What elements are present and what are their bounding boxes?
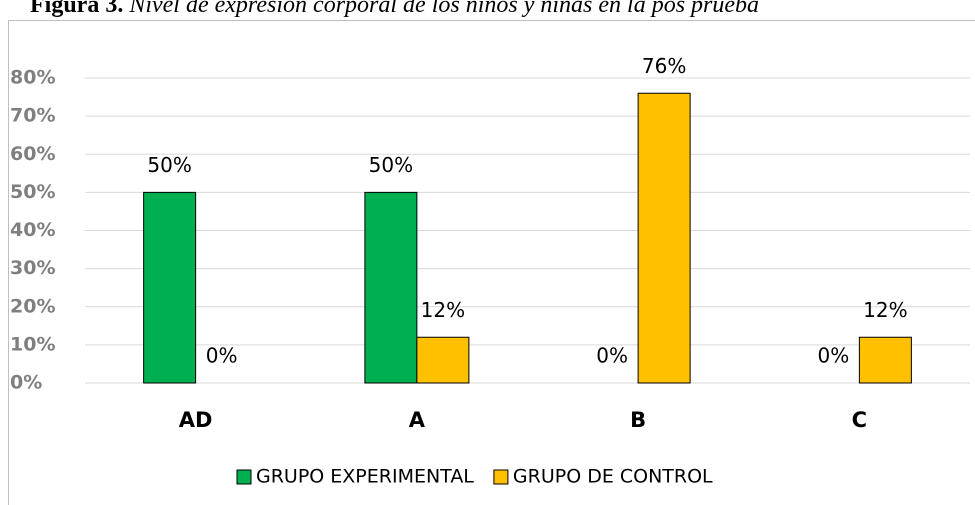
chart-title: Figura 3. Nivel de expresión corporal de… [30,0,759,18]
x-tick-label: C [852,408,867,432]
data-label: 0% [818,344,850,368]
title: Figura 3. [30,0,123,18]
y-tick-label: 40% [10,219,55,241]
data-label: 50% [369,153,413,177]
x-tick-label: A [409,408,426,432]
bar [416,336,470,384]
data-label: 50% [147,153,191,177]
y-tick-label: 70% [10,105,55,127]
data-label: 12% [863,298,907,322]
bar [364,191,418,384]
data-label: 76% [642,54,686,78]
y-tick-label: 30% [10,257,55,279]
bar [637,92,691,384]
legend-swatch [493,469,509,485]
y-tick-label: 10% [10,333,55,355]
data-label: 12% [421,298,465,322]
y-tick-label: 60% [10,143,55,165]
y-tick-label: 0% [10,372,42,394]
y-tick-label: 80% [10,67,55,89]
y-tick-label: 50% [10,181,55,203]
legend-swatch [236,469,252,485]
x-tick-label: AD [179,408,213,432]
legend-label: GRUPO EXPERIMENTAL [256,466,474,488]
data-label: 0% [596,344,628,368]
data-label: 0% [206,344,238,368]
bar [143,191,197,384]
legend-label: GRUPO DE CONTROL [513,466,713,488]
subtitle: Nivel de expresión corporal de los niños… [128,0,759,18]
x-tick-label: B [630,408,646,432]
y-tick-label: 20% [10,295,55,317]
bar [858,336,912,384]
